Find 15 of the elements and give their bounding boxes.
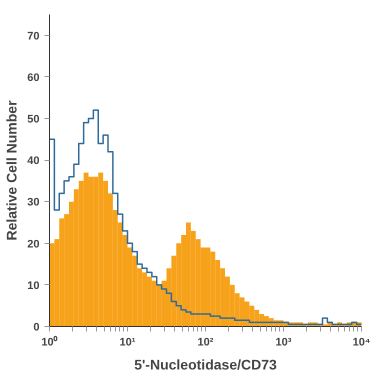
x-tick-label: 10²: [198, 336, 214, 348]
x-tick-label: 10³: [276, 336, 292, 348]
y-tick-label: 20: [27, 238, 40, 250]
x-tick-label: 10¹: [120, 336, 136, 348]
x-tick-label: 10⁰: [41, 336, 58, 348]
y-tick-label: 30: [27, 196, 40, 209]
y-tick-label: 60: [27, 72, 40, 84]
y-tick-label: 0: [33, 322, 40, 334]
x-tick-label: 10⁴: [352, 336, 370, 348]
x-axis-title: 5'-Nucleotidase/CD73: [134, 356, 278, 372]
y-tick-label: 50: [27, 114, 40, 126]
y-tick-label: 10: [27, 280, 40, 292]
y-tick-label: 40: [27, 155, 40, 168]
y-axis-title: Relative Cell Number: [3, 100, 20, 241]
y-tick-label: 70: [27, 30, 40, 42]
